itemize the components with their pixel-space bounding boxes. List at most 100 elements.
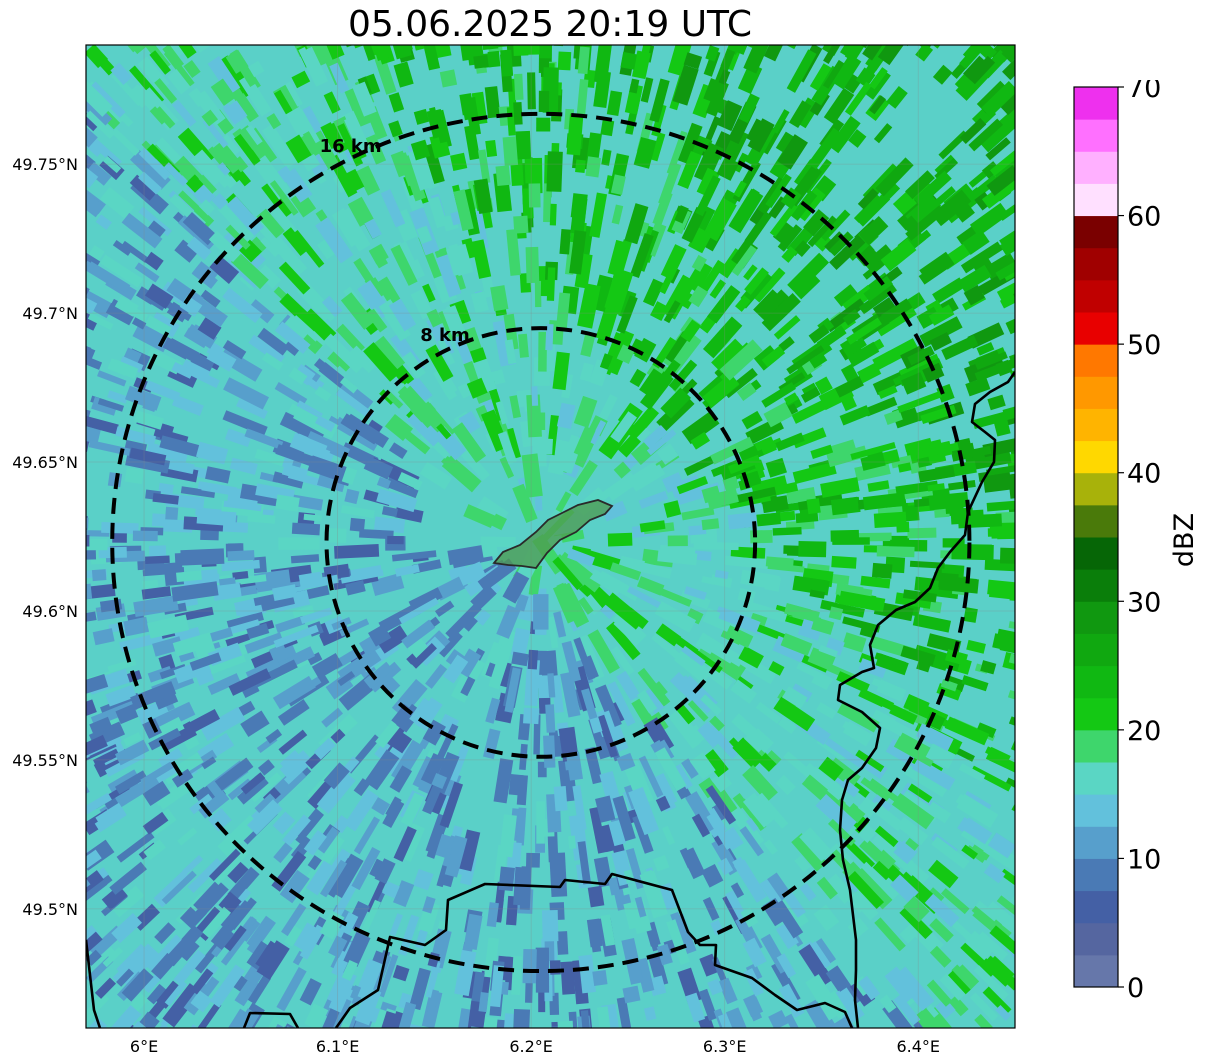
radar-cell: [150, 45, 185, 61]
radar-cell: [464, 125, 481, 161]
radar-cell: [510, 627, 531, 658]
radar-cell: [140, 761, 174, 786]
radar-cell: [374, 858, 396, 885]
radar-cell: [159, 435, 202, 458]
radar-cell: [535, 674, 542, 689]
radar-cell: [567, 548, 595, 567]
radar-cell: [374, 741, 391, 759]
radar-cell: [395, 1001, 417, 1028]
radar-cell: [210, 78, 237, 106]
radar-cell: [658, 162, 682, 206]
radar-cell: [390, 244, 418, 286]
radar-cell: [388, 92, 405, 113]
radar-cell: [86, 791, 87, 811]
radar-cell: [951, 964, 968, 981]
radar-cell: [948, 995, 969, 1017]
radar-cell: [86, 290, 98, 315]
radar-cell: [86, 45, 102, 47]
radar-cell: [304, 1003, 329, 1028]
radar-cell: [612, 239, 633, 280]
radar-cell: [660, 387, 692, 419]
radar-cell: [761, 293, 801, 332]
radar-cell: [144, 251, 164, 271]
radar-cell: [273, 624, 319, 648]
radar-cell: [750, 612, 768, 627]
radar-cell: [958, 763, 986, 782]
radar-cell: [585, 13, 598, 38]
radar-cell: [782, 686, 808, 709]
radar-cell: [495, 400, 509, 425]
radar-cell: [732, 737, 764, 770]
radar-cell: [130, 149, 171, 190]
radar-cell: [828, 606, 844, 621]
radar-cell: [570, 193, 588, 219]
radar-cell: [609, 562, 642, 581]
radar-cell: [86, 385, 87, 401]
radar-cell: [229, 218, 248, 237]
radar-cell: [719, 339, 763, 381]
radar-cell: [53, 511, 85, 521]
radar-cell: [606, 621, 641, 661]
ring-16km: 16 km: [110, 111, 972, 974]
radar-cell: [578, 954, 597, 994]
radar-cell: [688, 227, 713, 254]
radar-cell: [879, 994, 897, 1014]
colorbar-cell: [1074, 890, 1118, 924]
radar-cell: [158, 654, 176, 672]
radar-cell: [718, 977, 738, 1005]
radar-cell: [144, 283, 174, 309]
radar-cell: [1017, 852, 1037, 868]
radar-cell: [295, 811, 324, 844]
radar-cell: [831, 555, 857, 569]
radar-cell: [989, 45, 1015, 62]
colorbar-cell: [1074, 826, 1118, 859]
radar-cell: [391, 731, 413, 754]
radar-cell: [811, 674, 831, 690]
radar-cell: [738, 93, 760, 124]
radar-cell: [928, 304, 955, 326]
radar-cell: [919, 316, 963, 348]
radar-cell: [831, 54, 862, 90]
radar-cell: [97, 370, 127, 387]
radar-cell: [217, 17, 233, 35]
radar-cell: [786, 49, 817, 93]
radar-cell: [889, 874, 919, 903]
radar-cell: [356, 165, 381, 196]
radar-cell: [422, 283, 436, 303]
radar-cell: [995, 359, 1013, 377]
radar-cell: [638, 490, 669, 509]
radar-cell: [905, 837, 920, 851]
radar-cell: [918, 465, 956, 483]
radar-cell: [825, 873, 855, 904]
radar-cell: [87, 312, 114, 331]
radar-cell: [581, 655, 599, 680]
radar-cell: [389, 913, 403, 937]
radar-cell: [201, 109, 219, 127]
radar-cell: [633, 136, 657, 169]
radar-cell: [824, 298, 866, 333]
radar-cell: [391, 679, 428, 718]
radar-cell: [281, 903, 307, 937]
radar-cell: [211, 193, 229, 210]
radar-cell: [701, 518, 720, 531]
radar-cell: [328, 935, 348, 959]
radar-cell: [497, 431, 517, 465]
radar-cell: [929, 45, 960, 49]
radar-cell: [981, 172, 1015, 209]
radar-cell: [778, 716, 797, 735]
radar-cell: [197, 481, 238, 496]
radar-cell: [496, 604, 521, 639]
radar-cell: [872, 297, 896, 318]
radar-cell: [524, 659, 540, 706]
radar-cell: [94, 977, 117, 999]
radar-cell: [244, 428, 284, 450]
x-tick-label: 6.2°E: [509, 1037, 553, 1056]
radar-cell: [222, 339, 247, 360]
radar-cell: [512, 483, 538, 524]
radar-cell: [444, 835, 468, 878]
radar-cell: [486, 902, 499, 928]
radar-cell: [557, 1020, 575, 1028]
radar-cell: [786, 345, 825, 375]
radar-cell: [316, 236, 339, 260]
radar-cell: [228, 897, 257, 931]
